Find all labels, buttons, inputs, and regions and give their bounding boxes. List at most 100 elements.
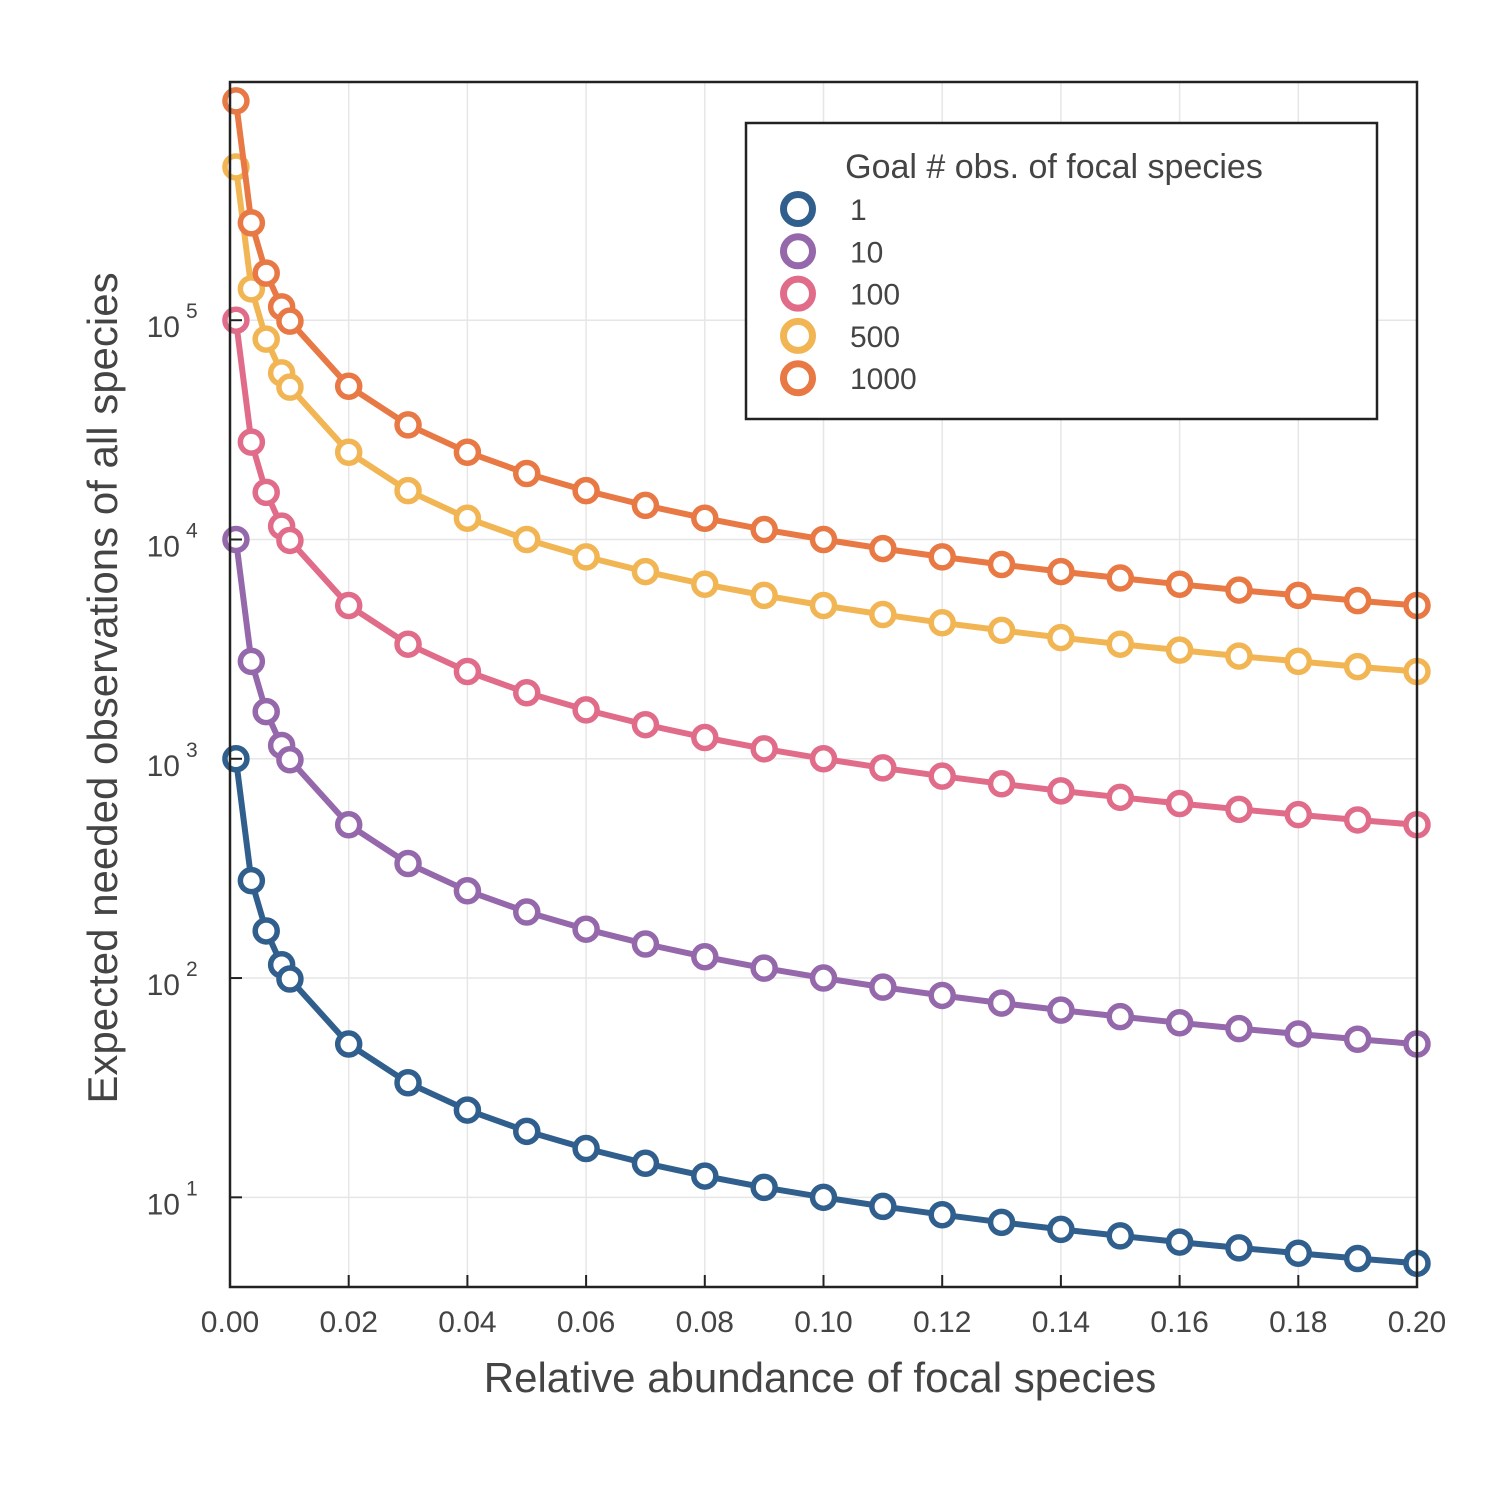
data-point — [1106, 1222, 1134, 1250]
data-point — [869, 600, 897, 629]
y-axis-ticks: 10 1 10 2 10 3 10 4 10 5 — [147, 300, 242, 1221]
data-point — [691, 723, 719, 752]
y-tick-label: 10 2 — [147, 958, 198, 1002]
x-tick-label: 0.04 — [438, 1306, 496, 1339]
data-point — [513, 679, 541, 707]
data-point — [809, 964, 838, 992]
data-point — [928, 609, 956, 637]
data-point — [1047, 777, 1075, 805]
data-point — [1225, 1014, 1253, 1043]
data-point — [928, 543, 956, 571]
data-point — [237, 866, 266, 895]
data-point — [1284, 581, 1313, 610]
data-point — [987, 1208, 1016, 1237]
series-1 — [222, 745, 1431, 1278]
data-point — [631, 710, 660, 739]
series-1000 — [222, 87, 1431, 620]
series-100 — [222, 306, 1431, 839]
x-tick-label: 0.10 — [794, 1306, 852, 1339]
data-point — [750, 735, 778, 763]
data-point — [1165, 789, 1194, 818]
data-point — [809, 591, 838, 620]
data-point — [453, 438, 482, 466]
data-point — [691, 570, 719, 599]
legend-items: 1 10 100 500 1000 — [780, 191, 917, 397]
data-point — [276, 965, 304, 993]
data-point — [1225, 1234, 1253, 1262]
data-point — [572, 696, 600, 724]
data-point — [513, 459, 541, 488]
data-point — [453, 657, 482, 686]
data-point — [1225, 795, 1253, 824]
legend-item-10: 10 — [780, 233, 883, 270]
legend-label: 1000 — [850, 363, 917, 396]
series-500 — [222, 153, 1431, 686]
data-point — [237, 647, 266, 676]
y-tick-exponent: 2 — [186, 958, 198, 981]
data-point — [276, 373, 304, 401]
data-point — [631, 491, 660, 520]
data-point — [809, 525, 838, 554]
data-point — [1047, 996, 1075, 1024]
data-point — [334, 1030, 363, 1058]
data-point — [513, 1117, 541, 1146]
legend-item-100: 100 — [780, 275, 900, 312]
data-point — [987, 616, 1016, 645]
data-point — [1343, 1244, 1372, 1273]
data-point — [750, 1173, 778, 1202]
y-tick-label: 10 5 — [147, 300, 198, 344]
data-point — [572, 543, 600, 571]
data-point — [252, 697, 280, 726]
data-point — [1106, 630, 1134, 658]
data-point — [809, 1183, 838, 1212]
data-point — [334, 438, 363, 466]
data-point — [237, 428, 266, 456]
data-point — [1106, 564, 1134, 592]
data-point — [1106, 783, 1134, 812]
data-point — [237, 275, 266, 303]
data-point — [1225, 642, 1253, 670]
legend-marker — [780, 317, 816, 354]
data-point — [869, 1192, 897, 1221]
data-point — [1165, 1009, 1194, 1037]
data-point — [869, 754, 897, 782]
legend-label: 500 — [850, 321, 900, 354]
data-point — [1343, 806, 1372, 834]
x-tick-label: 0.16 — [1150, 1306, 1208, 1339]
data-point — [513, 898, 541, 926]
data-point — [691, 943, 719, 971]
legend-box — [744, 121, 1379, 421]
y-tick-label: 10 4 — [147, 519, 198, 563]
y-tick-base: 10 — [147, 530, 180, 563]
series-layer — [222, 87, 1431, 1278]
y-tick-base: 10 — [147, 750, 180, 783]
y-tick-exponent: 3 — [186, 739, 198, 762]
legend-title: Goal # obs. of focal species — [845, 148, 1263, 186]
data-point — [394, 411, 422, 439]
data-point — [1106, 1002, 1134, 1031]
data-point — [869, 534, 897, 563]
data-point — [453, 1096, 482, 1124]
data-point — [1343, 586, 1372, 615]
data-point — [928, 981, 956, 1010]
data-point — [987, 989, 1016, 1017]
data-point — [394, 1069, 422, 1097]
data-point — [750, 515, 778, 544]
data-point — [394, 630, 422, 658]
data-point — [276, 307, 304, 335]
x-tick-label: 0.12 — [913, 1306, 971, 1339]
legend-item-500: 500 — [780, 317, 900, 354]
data-point — [513, 525, 541, 554]
legend-marker — [780, 360, 816, 397]
legend-marker — [780, 233, 816, 270]
legend-label: 10 — [850, 236, 883, 269]
x-tick-label: 0.06 — [557, 1306, 615, 1339]
y-tick-exponent: 4 — [186, 519, 198, 542]
data-point — [1343, 652, 1372, 681]
y-tick-exponent: 1 — [186, 1177, 198, 1200]
legend-marker — [780, 275, 816, 312]
data-point — [252, 259, 280, 287]
data-point — [394, 849, 422, 878]
data-point — [928, 762, 956, 790]
